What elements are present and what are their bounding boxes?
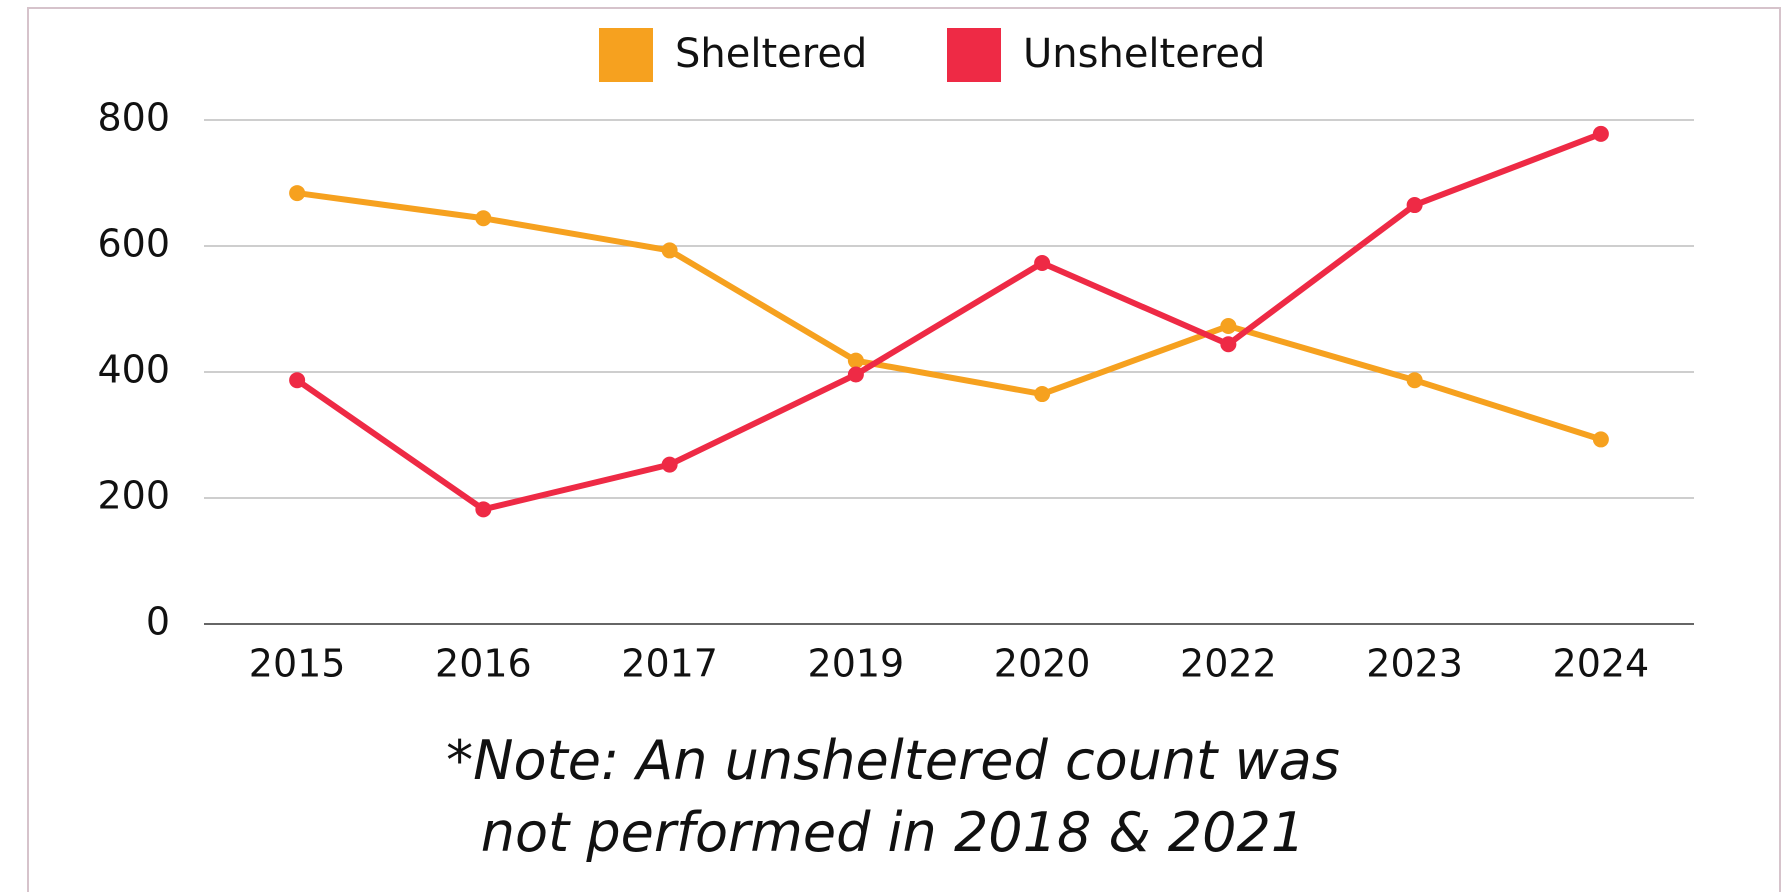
point <box>1034 255 1051 272</box>
y-tick-label: 400 <box>97 348 170 392</box>
point <box>1406 197 1423 214</box>
legend-label: Unsheltered <box>1023 31 1265 77</box>
point <box>1406 372 1423 389</box>
point <box>1592 431 1609 448</box>
x-tick-label: 2019 <box>808 642 905 686</box>
y-tick-label: 600 <box>97 222 170 266</box>
x-tick-label: 2024 <box>1553 642 1650 686</box>
y-tick-label: 800 <box>97 96 170 140</box>
x-tick-label: 2017 <box>621 642 718 686</box>
point <box>475 501 492 518</box>
point <box>475 210 492 227</box>
point <box>289 185 306 202</box>
note: *Note: An unsheltered count was not perf… <box>446 729 1340 864</box>
series-line <box>296 190 1602 443</box>
legend-swatch <box>947 28 1001 82</box>
x-tick-label: 2015 <box>249 642 346 686</box>
y-tick-label: 0 <box>146 600 170 644</box>
point <box>1592 125 1609 142</box>
x-tick-label: 2022 <box>1180 642 1277 686</box>
point <box>1220 318 1237 335</box>
legend-label: Sheltered <box>675 31 867 77</box>
point <box>847 352 864 369</box>
point <box>1220 336 1237 353</box>
x-tick-label: 2020 <box>994 642 1091 686</box>
series-line <box>295 131 1602 513</box>
x-tick-label: 2016 <box>435 642 532 686</box>
point <box>1034 386 1051 403</box>
legend-swatch <box>599 28 653 82</box>
frame <box>27 7 1781 892</box>
point <box>847 366 864 383</box>
x-tick-label: 2023 <box>1366 642 1463 686</box>
point <box>661 242 678 259</box>
y-tick-label: 200 <box>97 474 170 518</box>
point <box>661 456 678 473</box>
point <box>289 372 306 389</box>
